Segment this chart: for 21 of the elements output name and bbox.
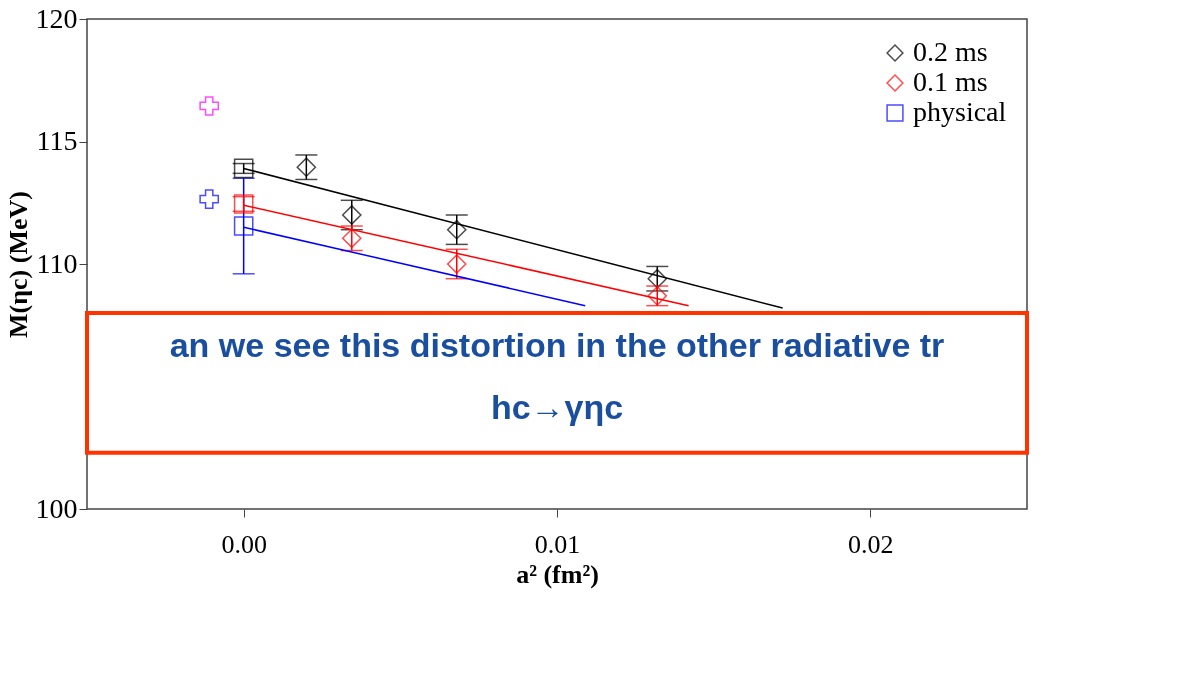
point bbox=[199, 96, 220, 116]
point bbox=[341, 205, 362, 225]
y-tick-label: 115 bbox=[36, 125, 78, 156]
legend-label: physical bbox=[913, 96, 1007, 127]
point bbox=[446, 219, 467, 240]
y-tick-label: 120 bbox=[35, 2, 78, 34]
annotation: an we see this distortion in the other radiative tr bbox=[169, 326, 945, 365]
x-tick-label: 0.02 bbox=[848, 529, 894, 559]
legend-label: 0.2 ms bbox=[913, 36, 988, 67]
point bbox=[199, 189, 220, 209]
point bbox=[233, 216, 254, 236]
x-tick-label: 0.01 bbox=[534, 529, 581, 559]
annotation: hc→γηc bbox=[490, 387, 624, 426]
x-tick-label: 0.00 bbox=[221, 529, 267, 559]
x-axis-title: a² (fm²) bbox=[516, 559, 599, 589]
y-axis-title: M(ηc) (MeV) bbox=[3, 191, 33, 338]
y-tick-label: 100 bbox=[35, 492, 78, 524]
point bbox=[233, 158, 254, 179]
y-tick-label: 110 bbox=[36, 247, 78, 279]
legend-label: 0.1 ms bbox=[913, 66, 988, 97]
point bbox=[446, 254, 467, 274]
